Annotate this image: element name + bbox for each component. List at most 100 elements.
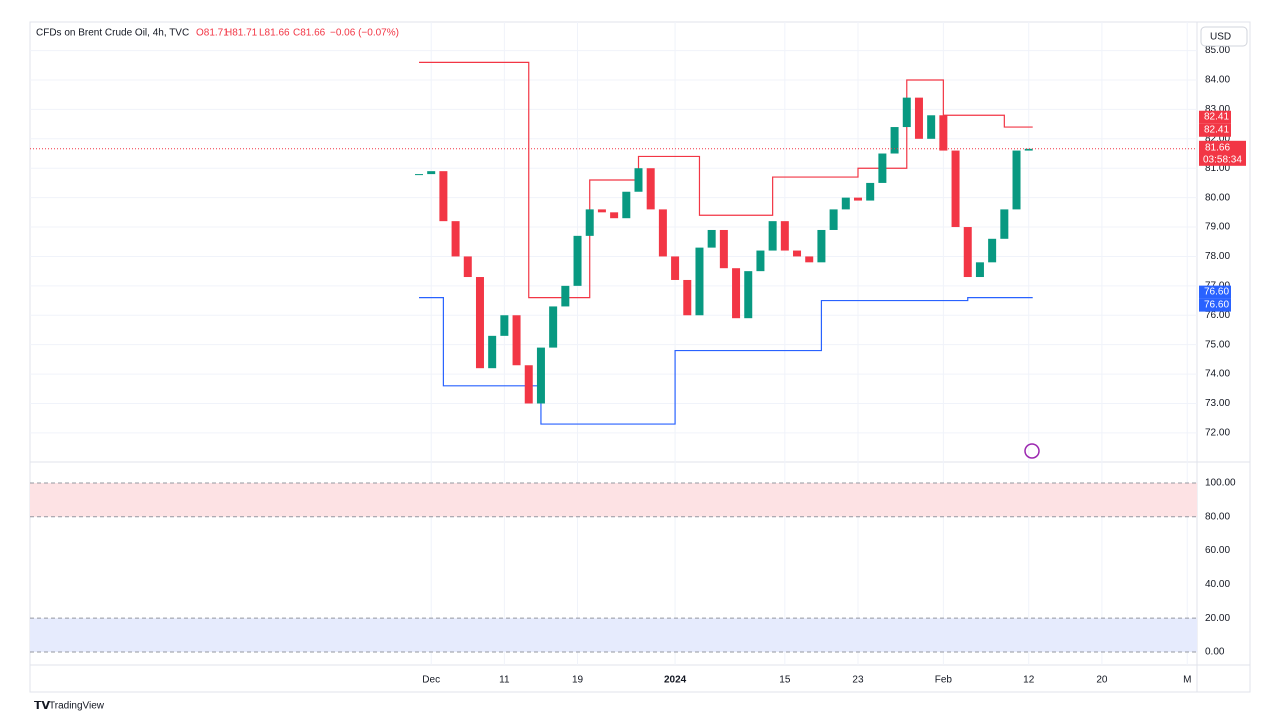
y-tick-label: 74.00 xyxy=(1205,369,1230,380)
candle xyxy=(500,315,509,336)
candle xyxy=(1024,148,1033,151)
price-tag xyxy=(1199,110,1231,124)
candle xyxy=(536,347,545,404)
frame xyxy=(29,21,1251,693)
candle xyxy=(622,191,631,219)
candle xyxy=(597,209,606,213)
price-tag-label: 82.41 xyxy=(1204,111,1229,122)
y-tick-label: 83.00 xyxy=(1205,104,1230,115)
currency-button[interactable] xyxy=(1200,26,1248,47)
candle xyxy=(732,268,741,319)
upper-channel xyxy=(419,61,1033,299)
y-tick-label: 72.00 xyxy=(1205,428,1230,439)
candle xyxy=(427,171,436,175)
price-tag-label: 82.41 xyxy=(1204,124,1229,135)
alert-icon[interactable] xyxy=(1024,443,1040,459)
candle xyxy=(927,115,936,139)
candle xyxy=(488,335,497,369)
candle xyxy=(561,285,570,307)
last-price-tag xyxy=(1199,140,1246,166)
candle xyxy=(829,209,838,230)
y-tick-label: 75.00 xyxy=(1205,339,1230,350)
oscillator-band xyxy=(30,482,1197,517)
x-tick-label: 20 xyxy=(1096,675,1108,686)
candle xyxy=(890,127,899,154)
candle xyxy=(1000,209,1009,239)
candle xyxy=(683,279,692,316)
price-tag xyxy=(1199,298,1231,312)
price-tag xyxy=(1199,123,1231,137)
candle xyxy=(707,229,716,248)
lower-channel xyxy=(419,297,1033,425)
ohlc-close: C81.66 xyxy=(293,28,326,39)
candle xyxy=(512,315,521,366)
price-tag-label: 76.60 xyxy=(1204,286,1229,297)
y-tick-label: 73.00 xyxy=(1205,398,1230,409)
y-tick-label: 81.00 xyxy=(1205,163,1230,174)
candle xyxy=(415,174,423,176)
osc-tick-label: 80.00 xyxy=(1205,511,1230,522)
candle xyxy=(671,256,680,280)
osc-tick-label: 40.00 xyxy=(1205,579,1230,590)
ohlc-low: L81.66 xyxy=(259,28,290,39)
osc-tick-label: 20.00 xyxy=(1205,613,1230,624)
osc-tick-label: 100.00 xyxy=(1205,478,1236,489)
candle xyxy=(853,197,862,201)
brand: TradingView xyxy=(49,701,105,712)
candle xyxy=(439,171,448,222)
candle xyxy=(756,250,765,272)
candle xyxy=(878,153,887,183)
candle xyxy=(939,115,948,151)
candle xyxy=(988,238,997,263)
candle xyxy=(658,209,667,257)
ohlc-change: −0.06 (−0.07%) xyxy=(330,28,399,39)
y-tick-label: 80.00 xyxy=(1205,192,1230,203)
candle xyxy=(585,209,594,236)
candle xyxy=(902,97,911,128)
candle xyxy=(646,168,655,210)
candle xyxy=(744,271,753,319)
candle xyxy=(914,97,923,139)
y-tick-label: 79.00 xyxy=(1205,222,1230,233)
candle xyxy=(951,150,960,228)
candle xyxy=(610,212,619,219)
candle xyxy=(719,229,728,269)
osc-tick-label: 60.00 xyxy=(1205,545,1230,556)
candle xyxy=(549,306,558,348)
logo: 𝗧𝗩 xyxy=(34,700,51,712)
y-tick-label: 84.00 xyxy=(1205,75,1230,86)
candle xyxy=(695,247,704,316)
x-tick-label: Feb xyxy=(935,675,953,686)
x-tick-label: 12 xyxy=(1023,675,1035,686)
oscillator-band xyxy=(30,618,1197,652)
x-tick-label: 23 xyxy=(852,675,864,686)
y-tick-label: 76.00 xyxy=(1205,310,1230,321)
ohlc-high: H81.71 xyxy=(225,28,258,39)
candle xyxy=(780,221,789,251)
candle xyxy=(475,277,484,369)
candle xyxy=(817,229,826,263)
candle xyxy=(463,256,472,278)
candle xyxy=(768,221,777,251)
y-tick-label: 82.00 xyxy=(1205,133,1230,144)
candle xyxy=(634,168,643,192)
candle xyxy=(975,262,984,278)
ohlc-open: O81.71 xyxy=(196,28,229,39)
x-tick-label: Dec xyxy=(422,675,440,686)
x-tick-label: 19 xyxy=(572,675,584,686)
candle xyxy=(524,365,533,404)
candle xyxy=(841,197,850,210)
plot: 72.0073.0074.0075.0076.0077.0078.0079.00… xyxy=(30,22,1246,686)
currency[interactable]: USD xyxy=(1210,32,1231,43)
x-tick-label: M xyxy=(1183,675,1191,686)
candle xyxy=(1012,150,1021,210)
candle xyxy=(963,227,972,278)
x-tick-label: 11 xyxy=(499,675,510,686)
candle xyxy=(451,221,460,257)
candle xyxy=(793,250,802,257)
candle xyxy=(866,182,875,201)
osc-tick-label: 0.00 xyxy=(1205,647,1225,658)
symbol: CFDs on Brent Crude Oil, 4h, TVC xyxy=(36,28,189,39)
last-price: 81.66 xyxy=(1205,142,1230,153)
